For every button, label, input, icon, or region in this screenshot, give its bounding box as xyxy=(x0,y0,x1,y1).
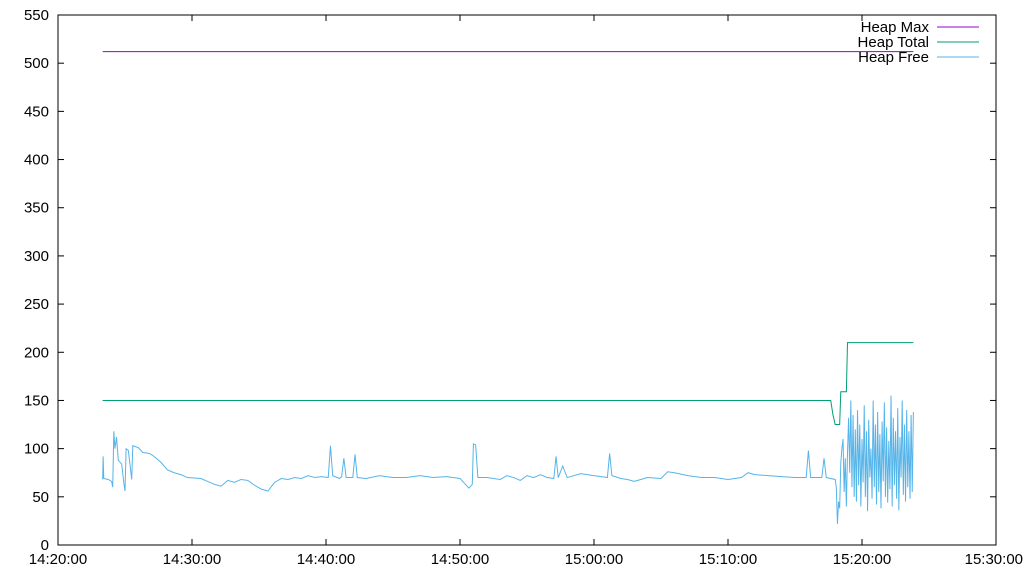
x-tick-label: 15:30:00 xyxy=(965,551,1023,568)
legend-label: Heap Total xyxy=(858,34,929,51)
y-tick-label: 450 xyxy=(24,103,49,120)
y-tick-label: 550 xyxy=(24,7,49,24)
x-tick-label: 14:50:00 xyxy=(431,551,489,568)
x-tick-label: 15:20:00 xyxy=(833,551,891,568)
y-tick-label: 100 xyxy=(24,441,49,458)
y-tick-label: 350 xyxy=(24,200,49,217)
y-tick-label: 50 xyxy=(32,489,49,506)
y-tick-label: 250 xyxy=(24,296,49,313)
legend-label: Heap Free xyxy=(858,49,929,66)
x-tick-label: 15:00:00 xyxy=(565,551,623,568)
y-tick-label: 0 xyxy=(41,537,49,554)
x-tick-label: 15:10:00 xyxy=(699,551,757,568)
series-line-heap-total xyxy=(102,342,914,426)
x-tick-label: 14:30:00 xyxy=(163,551,221,568)
series-line-heap-free xyxy=(102,395,914,524)
y-axis: 0 50 100 150 200 250 300 350 400 450 500 550 xyxy=(24,7,996,554)
x-tick-label: 14:20:00 xyxy=(29,551,87,568)
y-tick-label: 500 xyxy=(24,55,49,72)
plot-frame xyxy=(57,14,997,546)
series-layer xyxy=(102,51,914,524)
y-tick-label: 200 xyxy=(24,344,49,361)
x-axis: 14:20:00 14:30:00 14:40:00 14:50:00 15:00:00… xyxy=(29,15,1023,568)
y-tick-label: 400 xyxy=(24,152,49,169)
x-tick-label: 14:40:00 xyxy=(297,551,355,568)
y-tick-label: 150 xyxy=(24,392,49,409)
y-tick-label: 300 xyxy=(24,248,49,265)
legend-label: Heap Max xyxy=(861,19,930,36)
